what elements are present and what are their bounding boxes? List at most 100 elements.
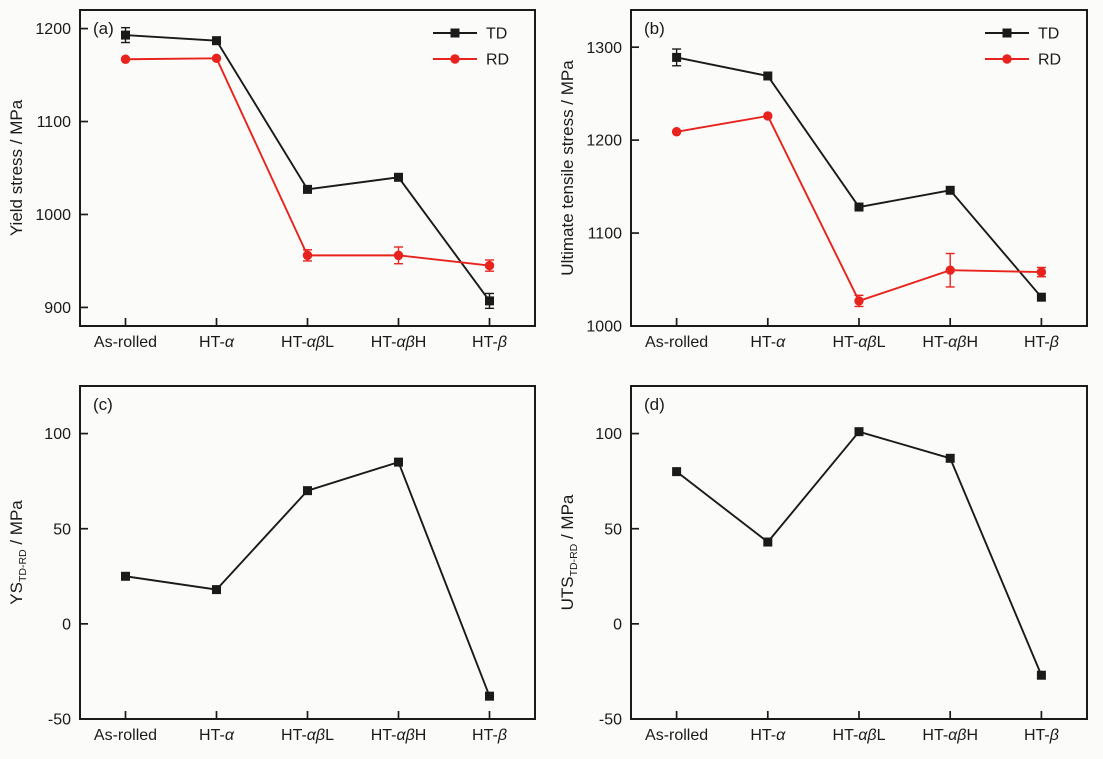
y-tick-label: -50 — [48, 712, 71, 729]
y-tick-label: 1200 — [586, 133, 622, 150]
y-tick-label: 0 — [613, 616, 622, 633]
series-td — [672, 48, 1046, 302]
y-axis: 1000 1100 1200 1300 — [586, 40, 639, 336]
series-td-rd — [672, 427, 1046, 680]
circle-marker — [671, 127, 682, 137]
series-td-rd — [121, 457, 494, 701]
panel-b-chart: 1000 1100 1200 1300 As-rolled HT-α HT-αβL HT-αβ… — [558, 9, 1088, 351]
x-category-label: HT-αβH — [922, 334, 978, 351]
legend-square-marker — [1002, 28, 1012, 38]
series-rd — [120, 53, 495, 272]
square-marker — [945, 185, 955, 195]
circle-marker — [120, 54, 131, 64]
y-tick-label: 100 — [44, 426, 71, 443]
square-marker — [485, 296, 494, 306]
x-category-label: HT-β — [1024, 727, 1059, 744]
series-td — [121, 26, 494, 310]
x-category-label: As-rolled — [645, 727, 708, 744]
circle-marker — [945, 265, 955, 275]
plot-frame — [630, 385, 1088, 720]
x-category-label: As-rolled — [94, 727, 157, 744]
x-category-label: HT-β — [1024, 334, 1059, 351]
square-marker — [394, 457, 403, 467]
x-category-label: HT-α — [750, 727, 786, 744]
y-tick-label: 1000 — [35, 207, 71, 224]
square-marker — [121, 30, 130, 40]
panel-d-uts-difference: -50 0 50 100 As-rolled HT-α HT-αβL HT-αβH HT-β UT… — [551, 372, 1103, 759]
y-tick-label: 1100 — [37, 114, 72, 131]
square-marker — [763, 71, 773, 81]
x-category-label: HT-β — [472, 334, 507, 351]
panel-letter-label: (c) — [93, 395, 113, 414]
x-category-label: HT-αβL — [833, 727, 886, 744]
y-tick-label: 0 — [62, 616, 71, 633]
legend-entry-label: TD — [486, 26, 507, 43]
x-category-label: HT-αβH — [922, 727, 978, 744]
circle-marker — [763, 111, 773, 121]
y-axis: -50 0 50 100 — [44, 426, 88, 729]
circle-marker — [393, 250, 404, 261]
y-tick-label: 900 — [44, 300, 71, 317]
legend-circle-marker — [1002, 54, 1012, 64]
plot-frame — [79, 385, 536, 720]
x-category-label: As-rolled — [94, 334, 157, 351]
square-marker — [212, 585, 221, 595]
square-marker — [945, 453, 955, 463]
panel-c-ys-difference: -50 0 50 100 As-rolled HT-α HT-αβL HT-αβH HT-β YS… — [0, 372, 551, 759]
circle-marker — [854, 296, 864, 306]
x-category-label: HT-αβL — [281, 727, 334, 744]
x-category-label: HT-αβL — [281, 334, 334, 351]
square-marker — [1036, 292, 1046, 302]
circle-marker — [302, 250, 313, 261]
legend: TD RD — [985, 26, 1061, 69]
legend-square-marker — [450, 28, 460, 38]
square-marker — [854, 202, 864, 212]
y-tick-label: 1300 — [586, 40, 622, 57]
panel-c-chart: -50 0 50 100 As-rolled HT-α HT-αβL HT-αβH HT-β YS… — [7, 385, 536, 744]
x-category-label: HT-α — [199, 727, 235, 744]
x-category-label: HT-αβL — [833, 334, 886, 351]
panel-a-yield-stress: 900 1000 1100 1200 As-rolled HT-α HT-αβL HT-αβH… — [0, 0, 551, 372]
series-line — [676, 430, 1043, 676]
y-tick-label: 50 — [604, 521, 622, 538]
square-marker — [394, 172, 403, 182]
legend-entry-label: RD — [486, 52, 509, 69]
series-line — [125, 57, 490, 267]
panel-letter-label: (b) — [644, 19, 665, 38]
legend: TD RD — [433, 26, 509, 69]
panel-letter-label: (a) — [93, 19, 114, 38]
panel-letter-label: (d) — [644, 395, 665, 414]
y-axis-title: UTSTD-RD / MPa — [558, 494, 580, 610]
square-marker — [854, 427, 864, 437]
legend-entry-label: RD — [1038, 52, 1061, 69]
y-tick-label: -50 — [599, 712, 622, 729]
x-axis: As-rolled HT-α HT-αβL HT-αβH HT-β — [645, 318, 1059, 351]
panel-b-ultimate-tensile-stress: 1000 1100 1200 1300 As-rolled HT-α HT-αβL HT-αβ… — [551, 0, 1103, 372]
y-axis: 900 1000 1100 1200 — [35, 21, 88, 317]
series-line — [676, 56, 1043, 298]
x-category-label: HT-β — [472, 727, 507, 744]
panel-d-chart: -50 0 50 100 As-rolled HT-α HT-αβL HT-αβH HT-β UT… — [558, 385, 1088, 744]
square-marker — [303, 486, 312, 496]
y-tick-label: 1200 — [35, 21, 71, 38]
x-category-label: HT-α — [199, 334, 235, 351]
square-marker — [1036, 670, 1046, 680]
square-marker — [485, 691, 494, 701]
x-category-label: HT-αβH — [371, 727, 427, 744]
x-category-label: HT-α — [750, 334, 786, 351]
circle-marker — [1036, 267, 1047, 277]
y-tick-label: 50 — [53, 521, 71, 538]
y-tick-label: 1000 — [586, 319, 622, 336]
y-axis-title: YSTD-RD / MPa — [7, 500, 29, 605]
panel-a-chart: 900 1000 1100 1200 As-rolled HT-α HT-αβL HT-αβH… — [7, 9, 536, 351]
series-line — [125, 460, 491, 697]
y-tick-label: 1100 — [588, 226, 623, 243]
series-rd — [671, 111, 1047, 308]
square-marker — [303, 184, 312, 194]
square-marker — [121, 571, 130, 581]
y-tick-label: 100 — [595, 426, 622, 443]
plot-frame — [630, 9, 1088, 327]
x-axis: As-rolled HT-α HT-αβL HT-αβH HT-β — [94, 711, 507, 744]
x-axis: As-rolled HT-α HT-αβL HT-αβH HT-β — [94, 318, 507, 351]
y-axis-title: Ultimate tensile stress / MPa — [558, 60, 577, 276]
